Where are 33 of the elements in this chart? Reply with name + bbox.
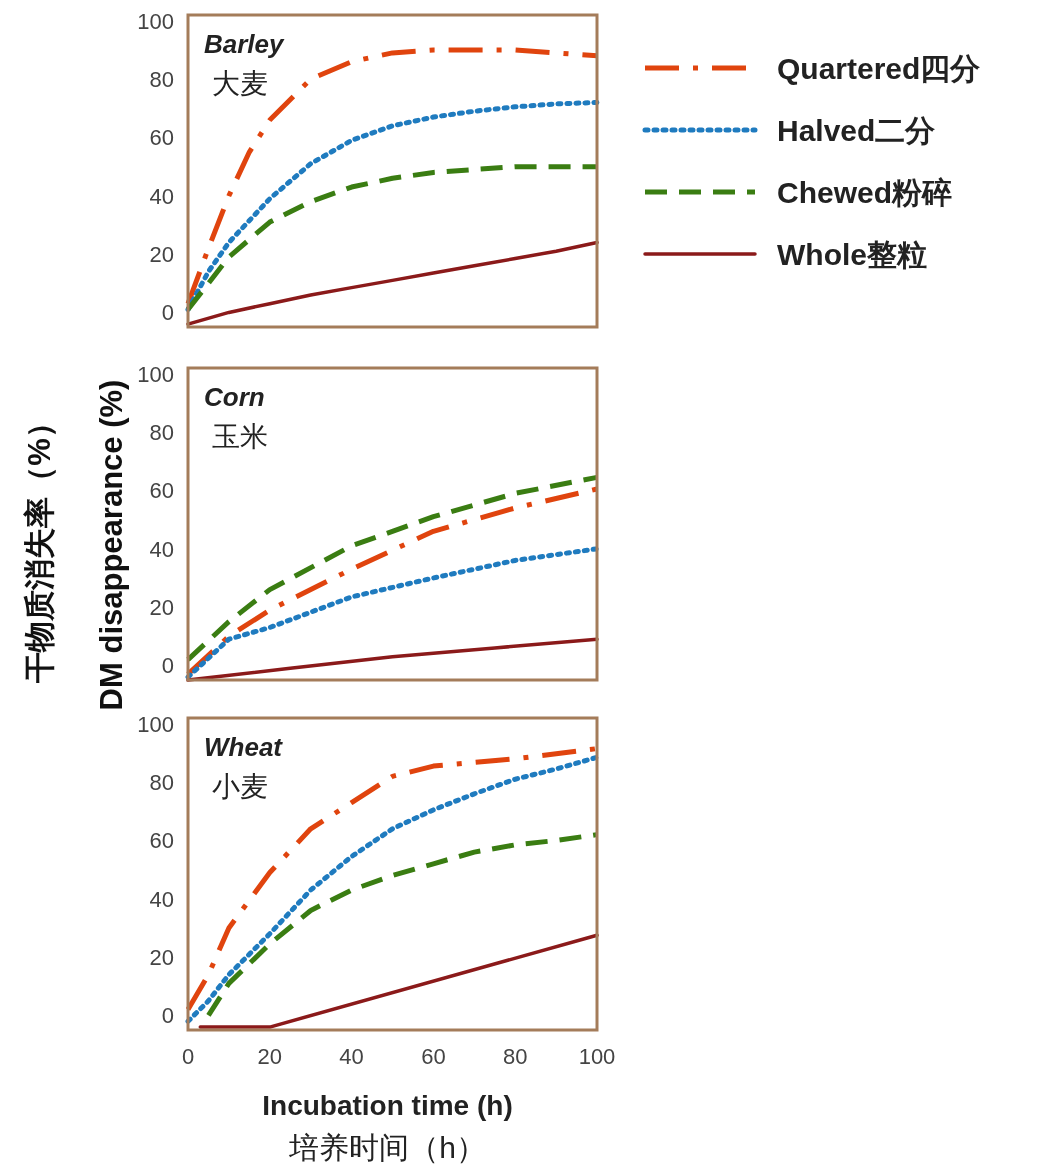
y-tick-label: 0	[161, 1003, 174, 1029]
y-tick-label: 100	[137, 711, 174, 737]
y-tick-label: 40	[149, 183, 174, 209]
y-tick-label: 60	[149, 125, 174, 151]
text: Barley 大麦	[204, 29, 286, 99]
x-tick-label: 40	[339, 1044, 364, 1069]
y-tick-label: 100	[137, 361, 174, 387]
y-tick-label: 100	[137, 8, 174, 34]
y-tick-label: 20	[149, 595, 174, 621]
y-tick-label: 60	[149, 478, 174, 504]
y-tick-label: 80	[149, 770, 174, 796]
y-tick-label: 40	[149, 536, 174, 562]
y-tick-label: 20	[149, 945, 174, 971]
x-tick-label: 20	[257, 1044, 283, 1069]
x-axis-title: Incubation time (h) 培养时间（h）	[262, 1090, 513, 1164]
legend-label: Halved二分	[777, 114, 936, 147]
y-tick-label: 0	[161, 300, 174, 326]
y-tick-label: 80	[149, 420, 174, 446]
y-tick-label: 60	[149, 828, 174, 854]
text: Wheat 小麦	[204, 732, 284, 802]
text: Corn 玉米	[204, 382, 268, 452]
x-tick-label: 100	[578, 1044, 616, 1069]
x-tick-label: 80	[502, 1044, 528, 1069]
x-tick-label: 0	[181, 1044, 195, 1069]
y-tick-label: 80	[149, 67, 174, 93]
y-tick-label: 40	[149, 886, 174, 912]
y-tick-label: 20	[149, 242, 174, 268]
legend-label: Quartered四分	[777, 52, 981, 85]
y-tick-label: 0	[161, 653, 174, 679]
legend-label: Whole整粒	[777, 238, 927, 271]
x-tick-label: 60	[421, 1044, 446, 1069]
legend-label: Chewed粉碎	[777, 176, 953, 209]
y-axis-title: 干物质消失率（%） DM disappearance (%)	[22, 379, 129, 711]
